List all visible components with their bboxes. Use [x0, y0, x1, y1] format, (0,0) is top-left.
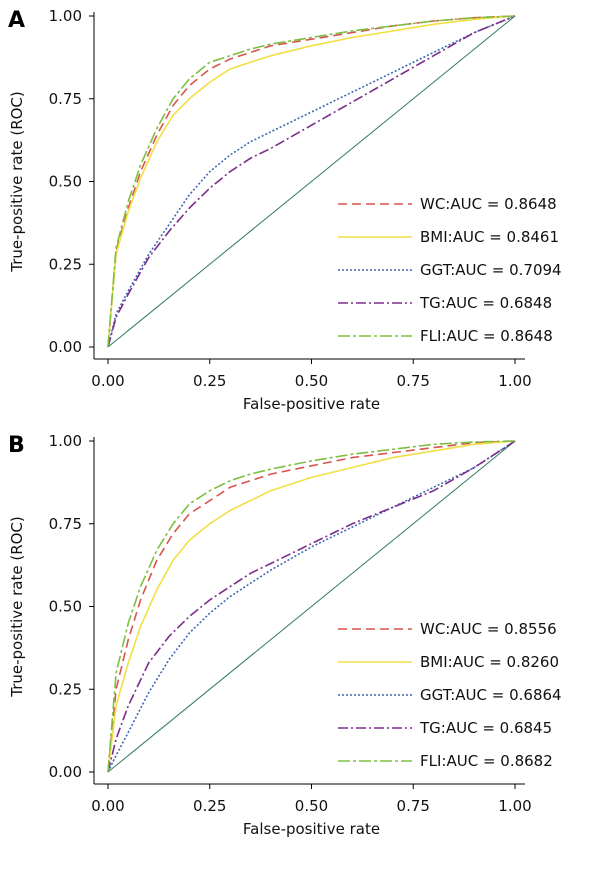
y-tick-label: 0.50: [49, 173, 82, 191]
series-line-bmi: [107, 15, 516, 348]
series-line-tg: [107, 15, 516, 348]
x-axis-title: False-positive rate: [243, 395, 380, 413]
legend-label: TG:AUC = 0.6848: [419, 294, 552, 312]
reference-diagonal-line: [107, 15, 516, 348]
series-line-ggt: [107, 440, 516, 773]
y-tick-label: 0.75: [49, 90, 82, 108]
legend-label: FLI:AUC = 0.8648: [420, 327, 553, 345]
y-tick-label: 1.00: [49, 432, 82, 450]
x-tick-label: 0.50: [295, 372, 328, 390]
legend-label: WC:AUC = 0.8648: [420, 195, 557, 213]
x-tick-label: 0.75: [397, 797, 430, 815]
y-tick-label: 0.00: [49, 338, 82, 356]
panel-label-a: A: [8, 8, 25, 33]
x-tick-label: 0.25: [193, 797, 226, 815]
x-tick-label: 0.00: [91, 372, 124, 390]
y-tick-label: 0.75: [49, 515, 82, 533]
series-line-fli: [107, 15, 516, 348]
y-tick-label: 0.25: [49, 255, 82, 273]
x-tick-label: 1.00: [498, 372, 531, 390]
legend-label: TG:AUC = 0.6845: [419, 719, 552, 737]
x-tick-label: 0.25: [193, 372, 226, 390]
reference-diagonal-line: [107, 440, 516, 773]
legend-label: WC:AUC = 0.8556: [420, 620, 557, 638]
roc-chart-b: B 0.00 0.25 0.50 0.75 1.00 0.00 0.25 0.50 0.75 1.…: [8, 432, 562, 838]
legend-label: GGT:AUC = 0.7094: [420, 261, 562, 279]
legend-label: GGT:AUC = 0.6864: [420, 686, 562, 704]
series-line-tg: [107, 440, 516, 773]
chart-panel-b: B 0.00 0.25 0.50 0.75 1.00 0.00 0.25 0.50 0.75 1.…: [0, 425, 589, 850]
legend-label: BMI:AUC = 0.8461: [420, 228, 559, 246]
y-tick-label: 1.00: [49, 7, 82, 25]
series-line-wc: [107, 440, 516, 773]
y-tick-label: 0.50: [49, 598, 82, 616]
y-tick-label: 0.00: [49, 763, 82, 781]
chart-panel-a: A 0.00 0.25 0.50 0.75 1.00 0.00 0.25 0.50 0.75 1.…: [0, 0, 589, 425]
y-axis-title: True-positive rate (ROC): [8, 91, 26, 273]
y-axis-title: True-positive rate (ROC): [8, 516, 26, 698]
x-tick-label: 0.75: [397, 372, 430, 390]
y-tick-label: 0.25: [49, 680, 82, 698]
x-tick-label: 0.50: [295, 797, 328, 815]
panel-label-b: B: [8, 433, 25, 458]
legend-label: FLI:AUC = 0.8682: [420, 752, 553, 770]
x-tick-label: 0.00: [91, 797, 124, 815]
series-line-bmi: [107, 440, 516, 773]
roc-chart-a: A 0.00 0.25 0.50 0.75 1.00 0.00 0.25 0.50 0.75 1.…: [8, 7, 562, 413]
legend-label: BMI:AUC = 0.8260: [420, 653, 559, 671]
series-line-fli: [107, 440, 516, 773]
x-tick-label: 1.00: [498, 797, 531, 815]
x-axis-title: False-positive rate: [243, 820, 380, 838]
series-line-ggt: [107, 15, 516, 348]
